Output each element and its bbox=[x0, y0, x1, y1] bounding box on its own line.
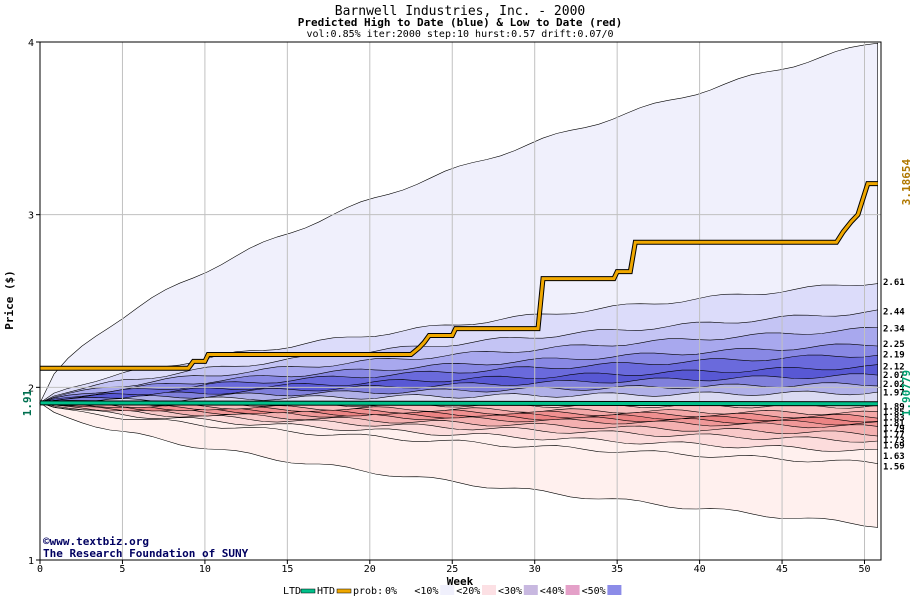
legend-band-label: <20% bbox=[456, 586, 480, 597]
legend-band-swatch bbox=[523, 585, 538, 595]
start-value-label: 1.91 bbox=[21, 389, 34, 416]
htd-line bbox=[40, 182, 878, 370]
x-tick-label: 0 bbox=[37, 564, 43, 575]
band-labels: 2.61 2.44 2.34 2.252.19 2.122.072.021.97 1.89… bbox=[883, 278, 905, 473]
lower-band-label: 1.79 bbox=[883, 425, 905, 435]
legend-band-label: <30% bbox=[498, 586, 522, 597]
series bbox=[39, 181, 878, 407]
upper-band-label: 2.34 bbox=[883, 325, 905, 335]
x-tick-label: 5 bbox=[119, 564, 125, 575]
upper-band-label: 2.02 bbox=[883, 380, 905, 390]
upper-band-label: 2.44 bbox=[883, 307, 905, 317]
chart-subtitle: Predicted High to Date (blue) & Low to D… bbox=[298, 16, 623, 29]
legend-ltd-label: LTD bbox=[283, 586, 301, 597]
x-tick-label: 50 bbox=[858, 564, 870, 575]
upper-band-label: 1.97 bbox=[883, 389, 905, 399]
chart-params: vol:0.85% iter:2000 step:10 hurst:0.57 d… bbox=[306, 29, 613, 40]
lower-band-label: 1.63 bbox=[883, 452, 905, 462]
upper-band-label: 2.07 bbox=[883, 371, 905, 381]
org-text: The Research Foundation of SUNY bbox=[43, 547, 249, 560]
legend-band-label: <50% bbox=[582, 586, 606, 597]
lower-band-label: 1.69 bbox=[883, 442, 905, 452]
ltd-value-label: 1.90779 bbox=[900, 370, 913, 416]
legend-band-label: 0% bbox=[385, 586, 397, 597]
x-tick-label: 25 bbox=[446, 564, 458, 575]
y-tick-label: 2 bbox=[28, 383, 34, 394]
x-tick-label: 15 bbox=[281, 564, 293, 575]
legend-band-swatch bbox=[398, 585, 413, 595]
x-tick-label: 40 bbox=[694, 564, 706, 575]
x-tick-label: 10 bbox=[199, 564, 211, 575]
copyright-text: ©www.textbiz.org bbox=[43, 535, 149, 548]
plot-frame bbox=[39, 41, 882, 561]
legend-htd-swatch bbox=[336, 588, 352, 594]
lower-band-label: 1.81 bbox=[883, 419, 905, 429]
y-tick-label: 4 bbox=[28, 38, 34, 49]
legend-prob-label: prob: bbox=[353, 586, 383, 597]
chart-title: Barnwell Industries, Inc. - 2000 bbox=[335, 4, 585, 19]
upper-band-label: 2.25 bbox=[883, 340, 905, 350]
legend-ltd-swatch bbox=[300, 588, 316, 594]
lower-band-label: 1.89 bbox=[883, 402, 905, 412]
lower-band-label: 1.56 bbox=[883, 463, 905, 473]
x-axis-label: Week bbox=[447, 575, 474, 588]
probability-bands bbox=[39, 42, 879, 528]
lower-band-label: 1.77 bbox=[883, 430, 905, 440]
x-tick-label: 20 bbox=[364, 564, 376, 575]
legend: LTD HTD prob: 0% <10% <20% <30% <40% <50% bbox=[283, 585, 622, 597]
legend-band-label: <40% bbox=[540, 586, 564, 597]
upper-band-label: 2.12 bbox=[883, 363, 905, 373]
legend-htd-label: HTD bbox=[317, 586, 335, 597]
legend-band-swatch bbox=[440, 585, 455, 595]
x-tick-label: 35 bbox=[611, 564, 623, 575]
legend-band-swatch bbox=[482, 585, 496, 595]
lower-band-label: 1.73 bbox=[883, 436, 905, 446]
upper-band-label: 2.61 bbox=[883, 278, 905, 288]
lower-band-label: 1.83 bbox=[883, 414, 905, 424]
upper-band-label: 2.19 bbox=[883, 351, 905, 361]
lower-band-label: 1.85 bbox=[883, 408, 905, 418]
legend-band-swatch bbox=[607, 585, 622, 595]
htd-value-label: 3.18654 bbox=[900, 158, 913, 205]
upper-band-9 bbox=[39, 390, 879, 404]
x-tick-label: 45 bbox=[776, 564, 788, 575]
legend-band-label: <10% bbox=[414, 586, 438, 597]
axes: 0 5 10 15 20 25 30 35 40 45 50 1 2 3 4 bbox=[28, 38, 882, 575]
y-tick-label: 1 bbox=[28, 556, 34, 567]
y-tick-label: 3 bbox=[28, 211, 34, 222]
y-axis-label: Price ($) bbox=[3, 270, 16, 330]
ltd-line bbox=[39, 401, 878, 406]
legend-band-swatch bbox=[565, 585, 580, 595]
x-tick-label: 30 bbox=[529, 564, 541, 575]
